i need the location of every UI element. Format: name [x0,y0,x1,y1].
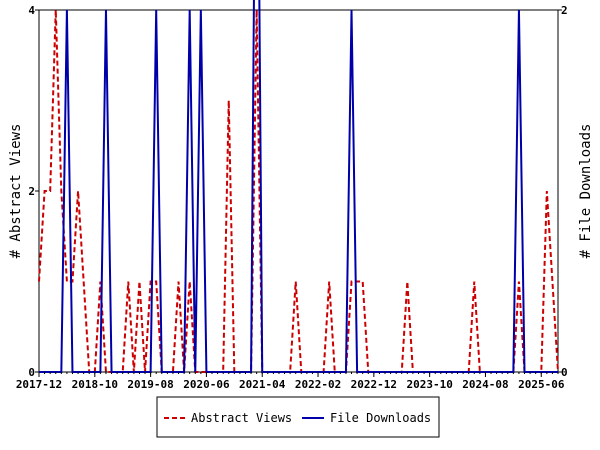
legend: Abstract Views File Downloads [156,396,440,438]
x-tick-label: 2022-12 [351,378,397,391]
legend-label-abstract-views: Abstract Views [191,411,292,425]
y-right-tick-label: 0 [561,366,568,379]
series-line-abstract-views [38,9,559,373]
y-left-tick-label: 2 [28,185,35,198]
y-axis-right-title: # File Downloads [578,124,594,259]
legend-box [156,396,440,438]
x-tick-label: 2021-04 [239,378,286,391]
y-right-tick-label: 2 [561,4,568,17]
x-tick-label: 2018-10 [72,378,118,391]
y-axis-left-title: # Abstract Views [8,124,24,259]
x-tick-label: 2019-08 [127,378,173,391]
y-left-tick-label: 4 [28,4,35,17]
series-line-file-downloads [39,0,558,373]
x-tick-label: 2017-12 [16,378,62,391]
series-layer [38,0,559,373]
x-tick-label: 2025-06 [518,378,565,391]
y-left-tick-label: 0 [28,366,35,379]
x-tick-label: 2022-02 [295,378,341,391]
x-tick-label: 2020-06 [183,378,230,391]
x-tick-label: 2024-08 [462,378,508,391]
ticks-layer: 0 2 4 0 2 2017-12 2018-10 2019-08 2020-06 2021-04… [16,4,568,391]
legend-label-file-downloads: File Downloads [330,411,431,425]
x-tick-label: 2023-10 [406,378,452,391]
